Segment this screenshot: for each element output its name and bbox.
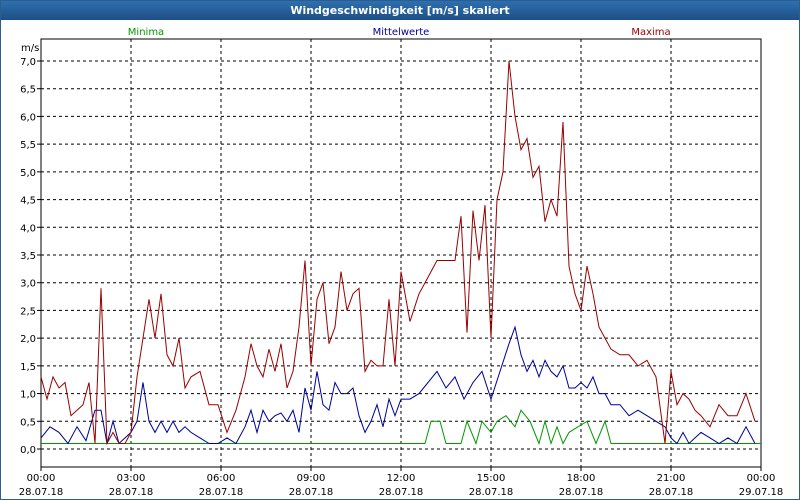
x-tick-date: 28.07.18	[19, 487, 64, 498]
x-tick-time: 06:00	[207, 473, 236, 484]
legend-mittelwerte: Mittelwerte	[373, 27, 430, 38]
x-tick-date: 28.07.18	[649, 487, 694, 498]
legend-minima: Minima	[128, 27, 164, 38]
y-tick-label: 7,0	[20, 57, 36, 68]
series-lines	[40, 60, 761, 446]
y-tick-label: 2,0	[20, 334, 36, 345]
y-axis-unit: m/s	[21, 43, 39, 54]
series-line-mittelwerte	[40, 325, 756, 445]
legend: Minima Mittelwerte Maxima	[128, 27, 671, 38]
y-tick-label: 6,0	[20, 112, 36, 123]
chart-title: Windgeschwindigkeit [m/s] skaliert	[1, 1, 799, 20]
x-tick-time: 00:00	[27, 473, 56, 484]
y-tick-label: 0,0	[20, 445, 36, 456]
x-tick-time: 18:00	[567, 473, 596, 484]
x-tick-time: 00:00	[747, 473, 776, 484]
y-tick-label: 1,5	[20, 362, 36, 373]
x-tick-time: 12:00	[387, 473, 416, 484]
y-tick-label: 5,0	[20, 168, 36, 179]
grid-lines	[41, 39, 761, 467]
y-tick-label: 0,5	[20, 417, 36, 428]
x-tick-time: 21:00	[657, 473, 686, 484]
y-tick-label: 4,0	[20, 223, 36, 234]
x-tick-date: 28.07.18	[109, 487, 154, 498]
x-tick-time: 03:00	[117, 473, 146, 484]
legend-maxima: Maxima	[631, 27, 670, 38]
x-tick-time: 09:00	[297, 473, 326, 484]
plot-area	[40, 38, 762, 468]
y-tick-labels: 0,0 0,5 1,0 1,5 2,0 2,5 3,0 3,5 4,0 4,5 5,0 5,5 6,0 6…	[20, 57, 41, 456]
x-tick-labels: 00:00 28.07.18 03:00 28.07.18 06:00 28.07.18 0…	[19, 467, 784, 498]
y-tick-label: 6,5	[20, 85, 36, 96]
x-tick-date: 28.07.18	[469, 487, 514, 498]
y-tick-label: 2,5	[20, 306, 36, 317]
x-tick-date: 28.07.18	[289, 487, 334, 498]
x-tick-date: 29.07.18	[739, 487, 784, 498]
y-tick-label: 1,0	[20, 390, 36, 401]
x-tick-date: 28.07.18	[199, 487, 244, 498]
y-tick-label: 3,5	[20, 251, 36, 262]
y-tick-label: 3,0	[20, 279, 36, 290]
y-tick-label: 5,5	[20, 140, 36, 151]
series-line-maxima	[40, 60, 756, 446]
y-tick-label: 4,5	[20, 196, 36, 207]
x-tick-date: 28.07.18	[559, 487, 604, 498]
series-line-minima	[41, 409, 761, 446]
x-tick-date: 28.07.18	[379, 487, 424, 498]
x-tick-time: 15:00	[477, 473, 506, 484]
